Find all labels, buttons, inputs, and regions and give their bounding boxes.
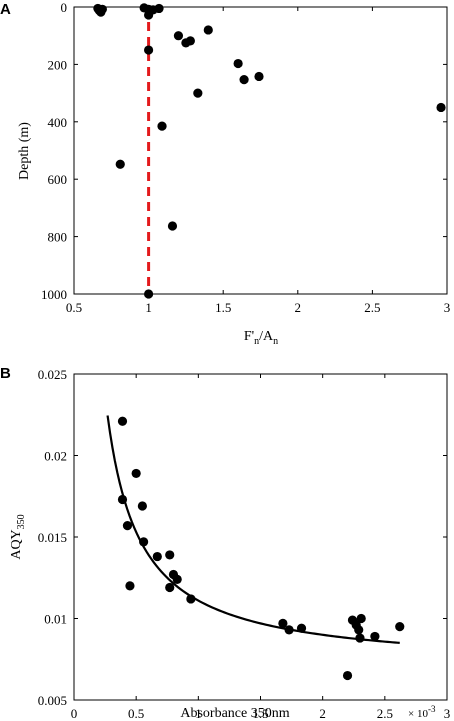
panel-a-plot-frame [73, 6, 448, 295]
panel-a-y-tick-label: 0 [61, 0, 68, 15]
panel-b-x-tick-label: 2.5 [377, 706, 393, 721]
panel-b-x-tick-label: 3 [444, 706, 451, 721]
panel-a-y-tick-label: 800 [48, 230, 68, 245]
panel-a-letter: A [0, 1, 11, 18]
panel-b-y-ticks: 0.005 0.01 0.015 0.02 0.025 [38, 367, 447, 708]
panel-a-data-point [173, 31, 184, 41]
panel-b-data-point [370, 631, 380, 642]
panel-b-data-point [125, 581, 135, 591]
panel-a-y-tick-label: 600 [48, 172, 68, 187]
panel-a-data-point [203, 25, 213, 35]
panel-b-fit-curve [106, 415, 400, 644]
panel-a-data-point [157, 121, 167, 131]
panel-a-data-point [233, 58, 243, 69]
panel-a-x-tick-label: 1 [145, 300, 152, 315]
panel-a-data-point [115, 159, 125, 169]
panel-a-y-tick-label: 400 [48, 115, 68, 130]
panel-a-x-tick-label: 2.5 [364, 300, 380, 315]
panel-b-y-tick-label: 0.02 [44, 449, 67, 464]
panel-b-x-tick-label: 0 [71, 706, 78, 721]
panel-b-x-tick-label: 0.5 [128, 706, 144, 721]
panel-b-data-point [342, 670, 353, 681]
panel-a-data-point [193, 88, 203, 98]
panel-b-data-point [137, 501, 147, 511]
panel-a-data-point [254, 71, 264, 82]
panel-a-x-ticks: 0.5 1 1.5 2 2.5 3 [66, 7, 450, 315]
panel-a-data-point [144, 45, 154, 55]
panel-a-data-point [154, 3, 164, 14]
panel-a-y-ticks: 0 200 400 600 800 1000 [41, 0, 447, 302]
panel-b-data-point [284, 625, 294, 635]
panel-b-data-point [117, 494, 128, 505]
panel-a-y-tick-label: 200 [48, 57, 68, 72]
panel-b-data-point [117, 416, 128, 426]
panel-b-data-point [139, 537, 149, 547]
panel-b-data-point [186, 594, 196, 604]
panel-a-chart: A 0.5 1 1.5 2 2.5 3 0 200 400 600 800 1000 Depth (… [0, 0, 450, 347]
panel-a-data-point [97, 4, 107, 14]
panel-b-data-point [355, 633, 365, 643]
panel-b-x-axis-label: Absorbance 350nm [180, 706, 289, 721]
panel-b-x-multiplier: × 10-3 [408, 704, 436, 720]
panel-b-y-tick-label: 0.015 [38, 530, 67, 545]
panel-a-x-tick-label: 3 [444, 300, 451, 315]
panel-b-data-point [152, 551, 162, 562]
panel-b-x-tick-label: 2 [319, 706, 326, 721]
panel-b-points [117, 416, 405, 681]
panel-a-y-tick-label: 1000 [41, 287, 67, 302]
panel-b-plot-frame [73, 373, 448, 701]
panel-a-data-point [181, 38, 191, 48]
panel-b-data-point [172, 574, 182, 584]
panel-b-data-point [356, 613, 366, 624]
panel-b-x-tick-label: 1.5 [252, 706, 268, 721]
panel-a-points [93, 3, 446, 299]
panel-a-data-point [436, 102, 446, 113]
panel-b-data-point [131, 468, 141, 479]
panel-a-data-point [239, 75, 249, 85]
panel-b-data-point [165, 582, 175, 593]
panel-b-data-point [122, 520, 133, 531]
panel-a-x-tick-label: 2 [295, 300, 302, 315]
panel-b-x-tick-label: 1 [195, 706, 202, 721]
panel-b-y-tick-label: 0.025 [38, 367, 67, 382]
panel-b-data-point [395, 622, 405, 632]
panel-a-data-point [144, 10, 154, 20]
panel-a-x-tick-label: 0.5 [66, 300, 82, 315]
panel-a-x-tick-label: 1.5 [215, 300, 231, 315]
panel-a-y-axis-label: Depth (m) [17, 122, 32, 180]
panel-b-data-point [165, 550, 175, 560]
panel-b-x-ticks: 0 0.5 1 1.5 2 2.5 3 [71, 374, 451, 721]
panel-b-y-axis-label: AQY350 [9, 514, 27, 559]
panel-b-y-tick-label: 0.005 [38, 693, 67, 708]
panel-a-data-point [167, 221, 178, 231]
panel-a-data-point [144, 289, 154, 299]
panel-b-chart: B 0 0.5 1 1.5 2 2.5 3 0.0050.010.0150.020.025 … [0, 365, 450, 721]
panel-b-data-point [354, 625, 364, 635]
panel-a-x-axis-label: F'n/An [244, 329, 278, 347]
panel-b-letter: B [0, 365, 11, 382]
panel-b-data-point [278, 618, 288, 628]
panel-b-data-point [296, 623, 307, 633]
panel-b-y-tick-label: 0.01 [44, 612, 67, 627]
